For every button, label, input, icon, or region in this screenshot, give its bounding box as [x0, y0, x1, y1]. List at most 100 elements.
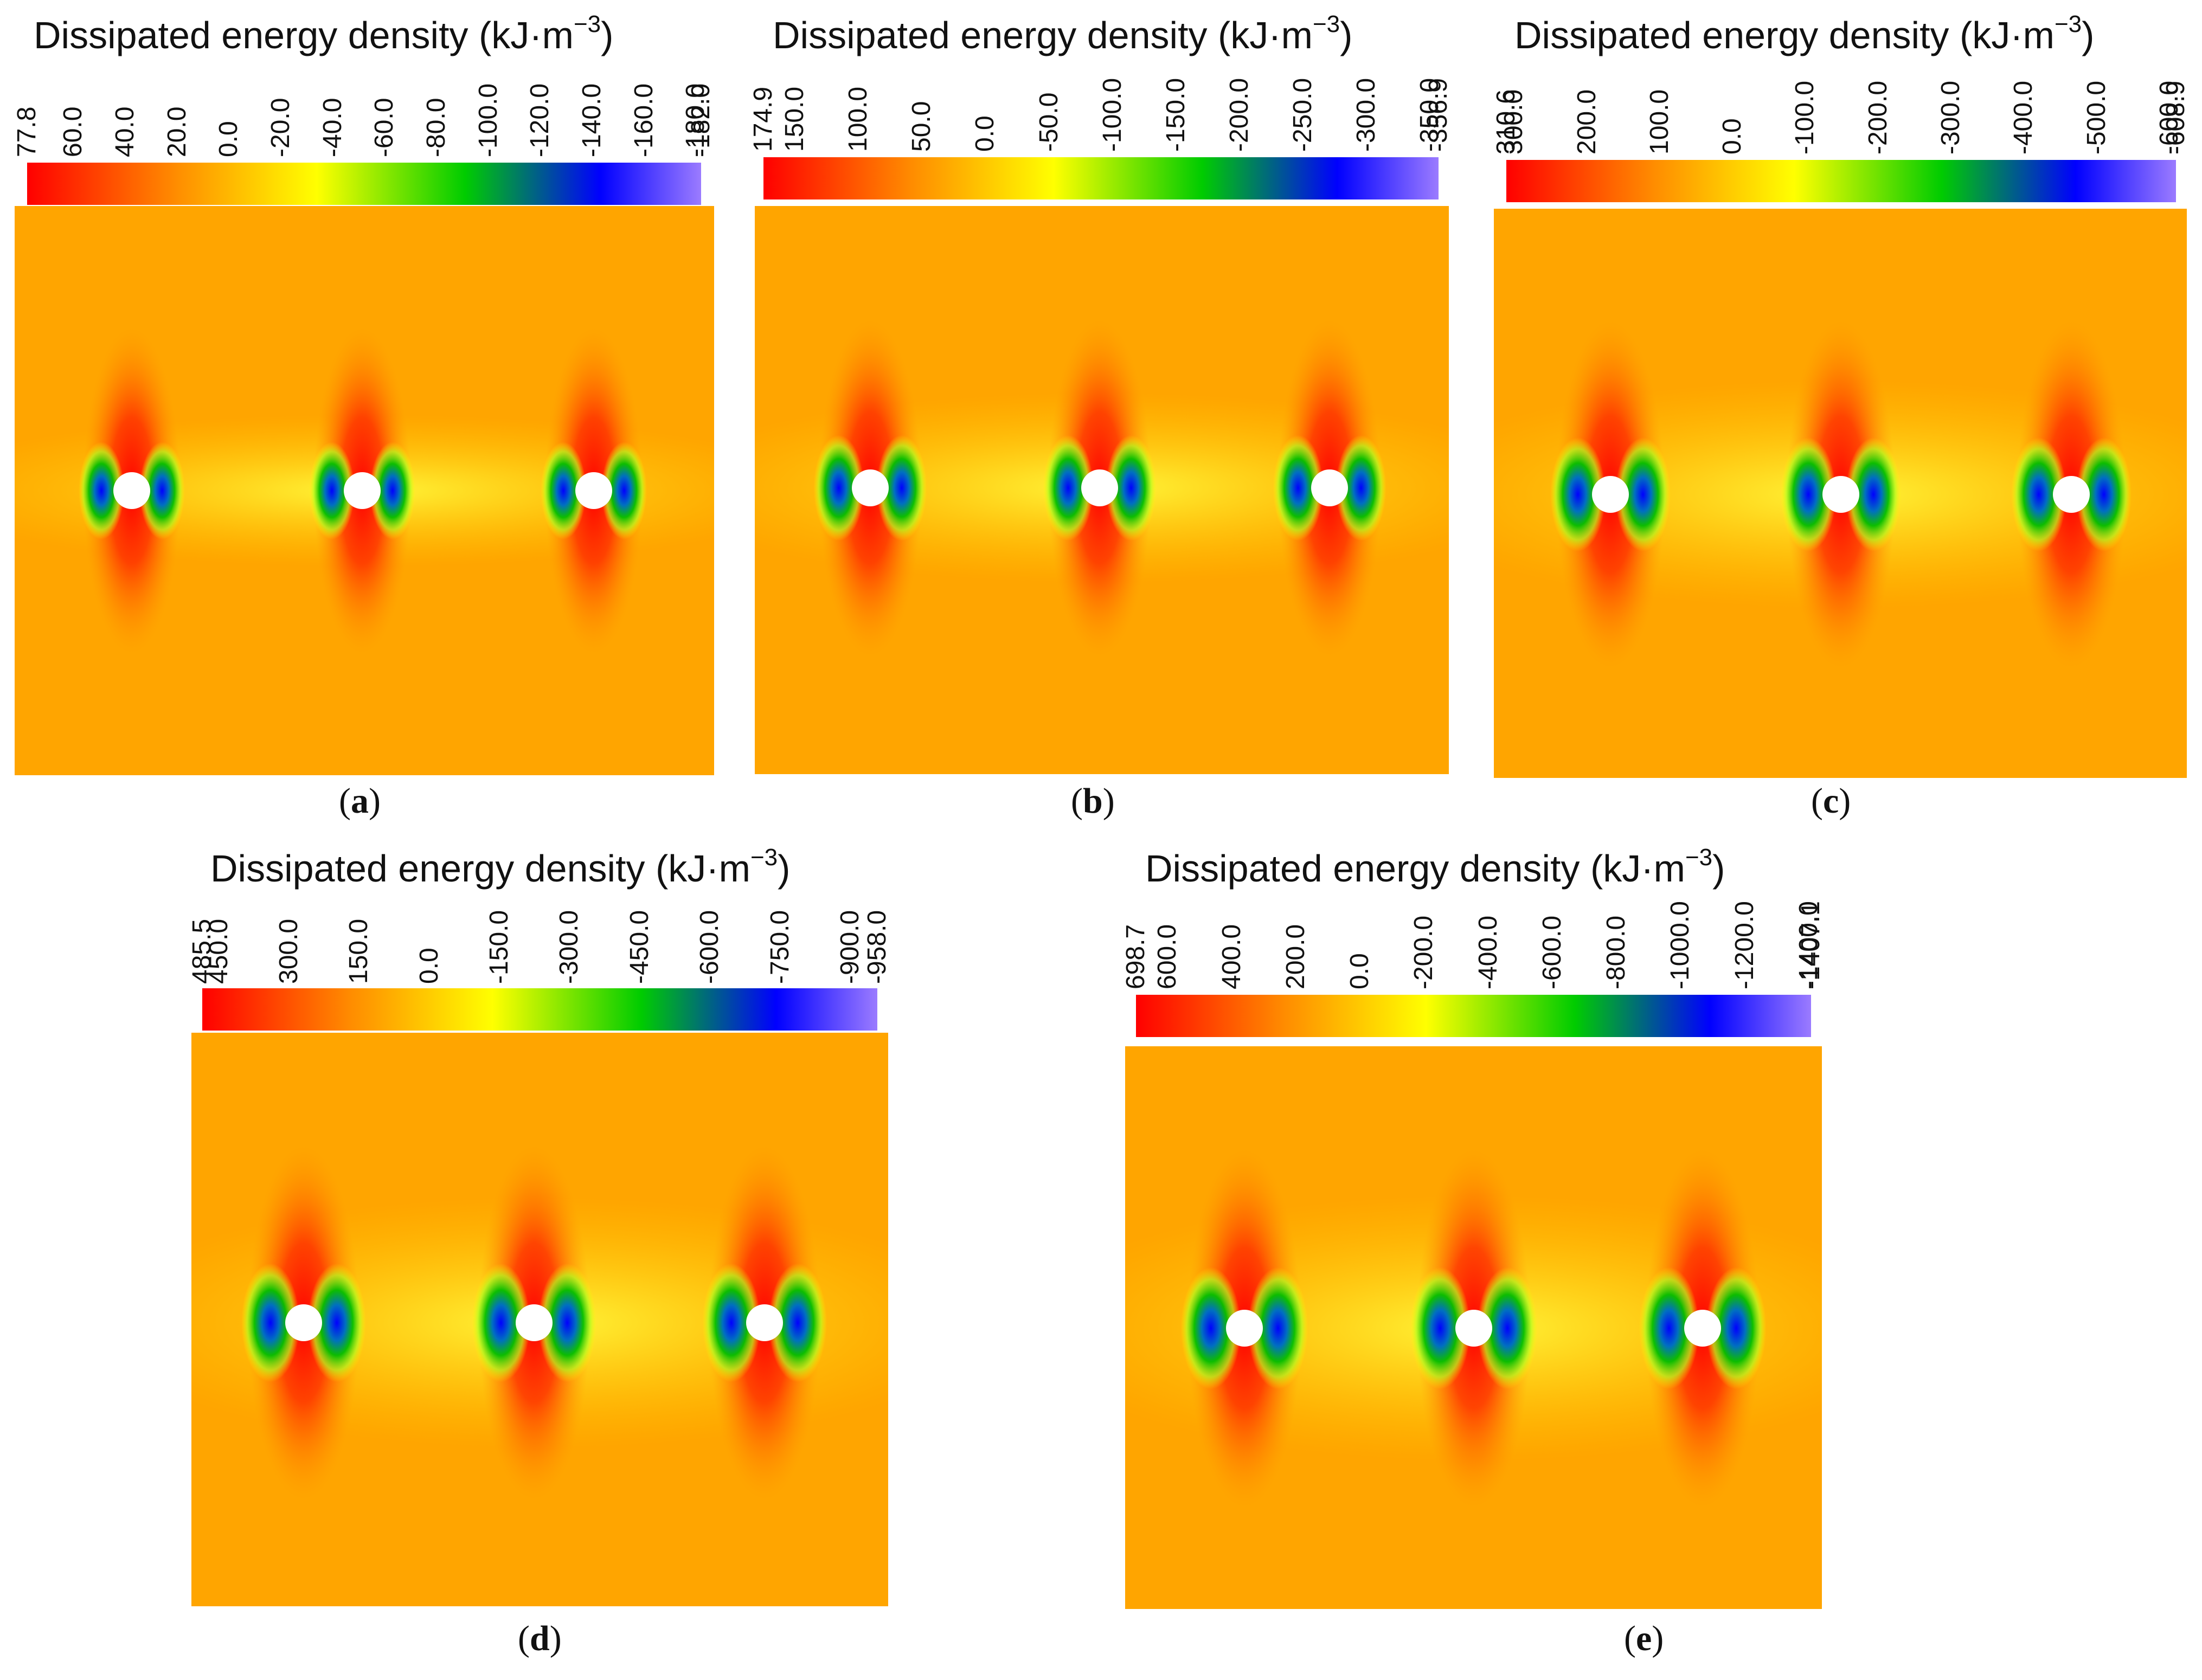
- colorbar-tick-label: 40.0: [110, 106, 139, 157]
- colorbar-tick-label: -160.0: [629, 83, 658, 157]
- colorbar-tick-label: 400.0: [1217, 924, 1246, 989]
- energy-field-map: [191, 1033, 888, 1606]
- colorbar-tick-label: -150.0: [1161, 78, 1190, 152]
- colorbar-tick-label: 174.9: [749, 86, 778, 152]
- colorbar-tick-label: 77.8: [12, 106, 41, 157]
- colorbar: [763, 157, 1439, 199]
- compression-lobe: [601, 442, 647, 539]
- colorbar-tick-label: 0.0: [971, 115, 1000, 152]
- colorbar-tick-label: 0.0: [1718, 118, 1747, 155]
- borehole: [1455, 1310, 1492, 1347]
- borehole: [746, 1304, 783, 1341]
- colorbar-tick-label: -100.0: [1097, 78, 1127, 152]
- compression-lobe: [309, 442, 355, 539]
- colorbar-tick-label: 0.0: [1345, 953, 1375, 989]
- title-close: ): [601, 14, 614, 56]
- borehole: [344, 472, 381, 509]
- caption-letter: d: [529, 1619, 550, 1658]
- compression-lobe: [1336, 435, 1386, 541]
- colorbar-tick-label: 200.0: [1572, 89, 1601, 155]
- colorbar-tick-label: -200.0: [1863, 80, 1892, 155]
- compression-lobe: [768, 1263, 827, 1382]
- borehole: [1311, 469, 1348, 506]
- compression-lobe: [1615, 437, 1671, 551]
- borehole: [575, 472, 612, 509]
- title-text: Dissipated energy density (kJ·m: [34, 14, 574, 56]
- colorbar-tick-label: 60.0: [59, 106, 88, 157]
- colorbar-tick-label: 300.0: [274, 918, 303, 984]
- title-close: ): [1340, 14, 1353, 56]
- caption-close: ): [368, 781, 381, 821]
- colorbar-tick-label: 450.0: [204, 918, 233, 984]
- caption-open: (: [1624, 1619, 1636, 1658]
- compression-lobe: [538, 1263, 596, 1382]
- title-exponent: −3: [2054, 10, 2082, 37]
- colorbar-tick-label: 0.0: [214, 121, 243, 157]
- panel-caption: (a): [339, 781, 381, 822]
- compression-lobe: [541, 442, 586, 539]
- colorbar: [1136, 995, 1811, 1037]
- colorbar-tick-label: 150.0: [344, 918, 374, 984]
- borehole: [516, 1304, 553, 1341]
- colorbar-tick-label: -300.0: [1351, 78, 1381, 152]
- title-exponent: −3: [573, 10, 601, 37]
- caption-close: ): [1102, 781, 1115, 821]
- colorbar-tick-label: -300.0: [1936, 80, 1966, 155]
- title-close: ): [1712, 847, 1725, 890]
- colorbar-tick-label: -300.0: [555, 910, 584, 984]
- compression-lobe: [2011, 437, 2066, 551]
- colorbar-title: Dissipated energy density (kJ·m−3): [773, 10, 1353, 57]
- compression-lobe: [1781, 437, 1836, 551]
- colorbar-tick-label: -40.0: [318, 98, 347, 157]
- colorbar-tick-label: -182.0: [686, 83, 715, 157]
- compression-lobe: [307, 1263, 366, 1382]
- colorbar-tick-label: -200.0: [1409, 915, 1439, 989]
- colorbar-tick-label: -50.0: [1034, 92, 1063, 152]
- compression-lobe: [1248, 1267, 1308, 1389]
- colorbar-tick-label: -600.0: [695, 910, 724, 984]
- colorbar-tick-label: 100.0: [1645, 89, 1674, 155]
- compression-lobe: [1550, 437, 1606, 551]
- title-exponent: −3: [1312, 10, 1340, 37]
- colorbar-tick-label: -120.0: [525, 83, 555, 157]
- borehole: [1822, 476, 1859, 513]
- colorbar-tick-label: -1200.0: [1730, 901, 1759, 989]
- colorbar-tick-label: 0.0: [414, 948, 444, 984]
- colorbar-tick-label: -1000.0: [1666, 901, 1695, 989]
- title-text: Dissipated energy density (kJ·m: [773, 14, 1313, 56]
- colorbar-tick-label: 698.7: [1121, 924, 1150, 989]
- borehole: [1081, 469, 1118, 506]
- borehole: [113, 472, 150, 509]
- caption-close: ): [1652, 1619, 1664, 1658]
- borehole: [1684, 1310, 1721, 1347]
- compression-lobe: [1477, 1267, 1538, 1389]
- colorbar-tick-label: -600.0: [1537, 915, 1567, 989]
- title-close: ): [2082, 14, 2095, 56]
- borehole: [285, 1304, 322, 1341]
- title-exponent: −3: [750, 844, 778, 871]
- colorbar-title: Dissipated energy density (kJ·m−3): [34, 10, 614, 57]
- colorbar-tick-label: -200.0: [1224, 78, 1254, 152]
- caption-open: (: [518, 1619, 530, 1658]
- colorbar-title: Dissipated energy density (kJ·m−3): [210, 844, 790, 890]
- colorbar-tick-label: -140.0: [577, 83, 607, 157]
- caption-open: (: [1071, 781, 1083, 821]
- colorbar-tick-label: -20.0: [266, 98, 295, 157]
- compression-lobe: [1846, 437, 1901, 551]
- title-text: Dissipated energy density (kJ·m: [1145, 847, 1685, 890]
- colorbar-tick-label: -958.0: [863, 910, 891, 984]
- colorbar-tick-label: -80.0: [421, 98, 451, 157]
- compression-lobe: [1043, 435, 1094, 541]
- caption-letter: a: [350, 781, 369, 821]
- caption-letter: b: [1082, 781, 1103, 821]
- panel-caption: (b): [1071, 781, 1115, 822]
- colorbar-tick-label: -400.0: [2009, 80, 2038, 155]
- colorbar-tick-label: -800.0: [1602, 915, 1631, 989]
- compression-lobe: [139, 442, 185, 539]
- title-text: Dissipated energy density (kJ·m: [210, 847, 750, 890]
- borehole: [1592, 476, 1629, 513]
- colorbar-tick-label: 20.0: [162, 106, 191, 157]
- caption-letter: c: [1822, 781, 1839, 821]
- colorbar-tick-label: -1407.1: [1796, 901, 1825, 989]
- colorbar-tick-label: 600.0: [1153, 924, 1182, 989]
